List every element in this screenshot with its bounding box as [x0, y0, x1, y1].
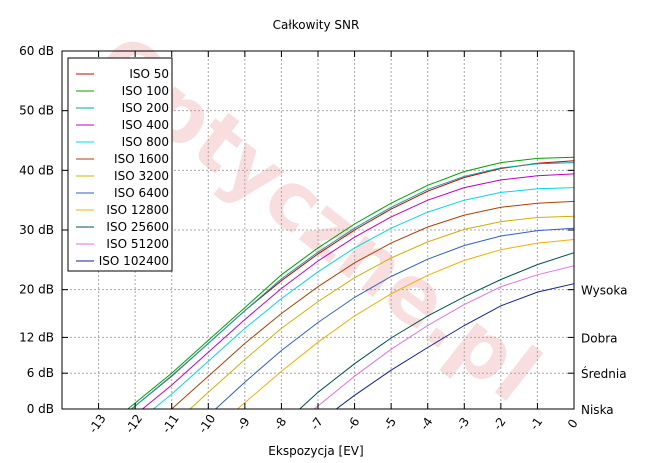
- series-line: [127, 156, 575, 410]
- x-axis-label: Ekspozycja [EV]: [268, 444, 363, 458]
- series-layer: [127, 156, 575, 410]
- series-line: [237, 239, 575, 410]
- chart-title: Całkowity SNR: [273, 18, 360, 32]
- quality-label: Dobra: [581, 331, 618, 345]
- x-tick-label: -3: [454, 415, 472, 433]
- y-tick-label: 12 dB: [19, 330, 54, 344]
- series-line: [336, 283, 575, 410]
- legend-label: ISO 400: [122, 118, 169, 132]
- y-tick-label: 0 dB: [27, 402, 54, 416]
- legend-label: ISO 200: [122, 101, 169, 115]
- series-line: [189, 215, 575, 410]
- legend: ISO 50 ISO 100 ISO 200 ISO 400 ISO 800 ISO 16…: [67, 57, 173, 272]
- quality-label: Niska: [581, 403, 614, 417]
- legend-label: ISO 50: [129, 67, 169, 81]
- x-tick-label: -5: [381, 415, 399, 433]
- x-tick-label: -10: [196, 412, 219, 436]
- x-tick-label: -12: [123, 412, 146, 436]
- legend-label: ISO 100: [122, 84, 169, 98]
- x-tick-label: -2: [490, 415, 508, 433]
- legend-label: ISO 800: [122, 135, 169, 149]
- x-tick-label: -6: [344, 415, 362, 433]
- x-tick-label: -9: [234, 415, 252, 433]
- y-tick-label: 30 dB: [19, 223, 54, 237]
- series-line: [131, 162, 575, 410]
- series-line: [153, 187, 575, 410]
- x-tick-label: 0: [565, 417, 581, 431]
- legend-label: ISO 6400: [114, 186, 169, 200]
- x-tick-label: -1: [527, 415, 545, 433]
- legend-box: [67, 57, 173, 272]
- quality-label: Wysoka: [581, 284, 627, 298]
- x-tick-label: -11: [159, 412, 182, 436]
- x-tick-label: -4: [417, 415, 435, 433]
- series-line: [142, 173, 575, 410]
- series-line: [299, 252, 575, 410]
- x-tick-label: -8: [271, 415, 289, 433]
- y-tick-label: 6 dB: [27, 366, 54, 380]
- legend-label: ISO 3200: [114, 169, 169, 183]
- legend-label: ISO 102400: [99, 254, 169, 268]
- x-tick-label: -7: [308, 415, 326, 433]
- x-tick-label: -13: [86, 412, 109, 436]
- legend-label: ISO 25600: [106, 220, 169, 234]
- quality-label: Średnia: [581, 366, 627, 381]
- y-tick-label: 50 dB: [19, 104, 54, 118]
- series-line: [215, 227, 575, 410]
- legend-label: ISO 12800: [106, 203, 169, 217]
- y-tick-label: 60 dB: [19, 44, 54, 58]
- y-tick-label: 40 dB: [19, 163, 54, 177]
- series-line: [313, 265, 575, 410]
- series-line: [171, 200, 575, 410]
- y-tick-label: 20 dB: [19, 283, 54, 297]
- legend-label: ISO 51200: [106, 237, 169, 251]
- legend-label: ISO 1600: [114, 152, 169, 166]
